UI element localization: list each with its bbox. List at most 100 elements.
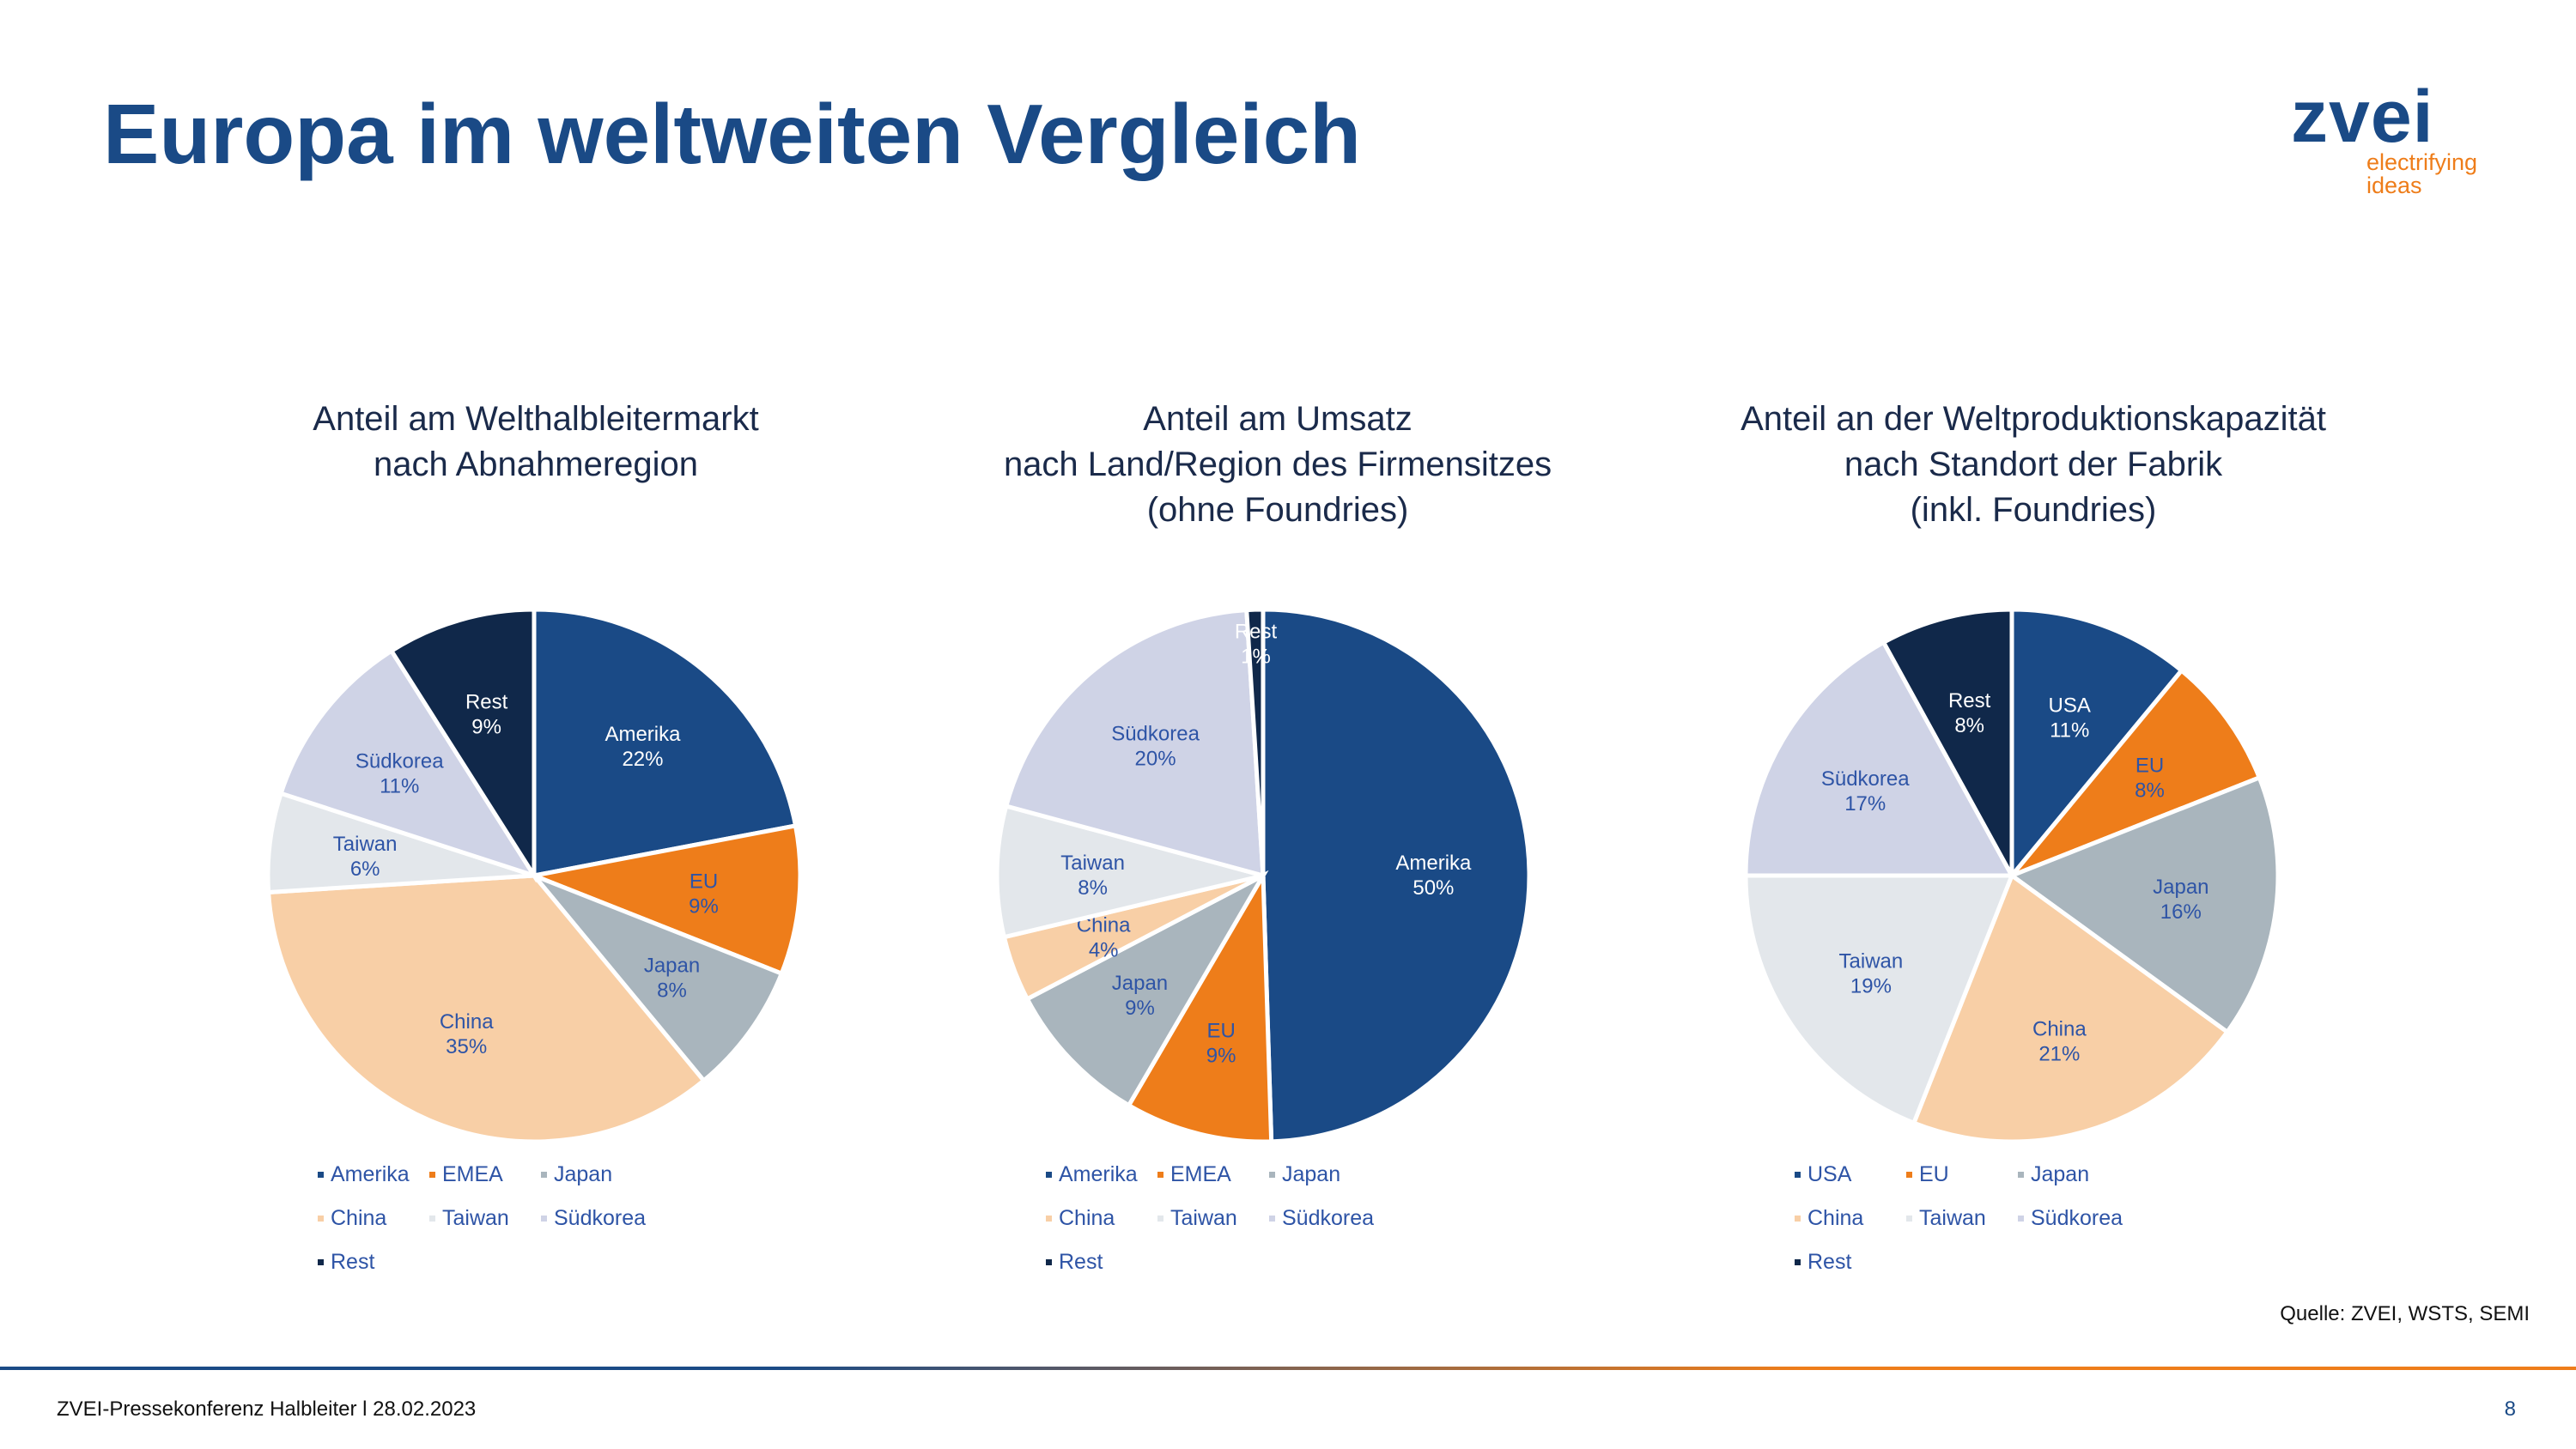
- chart-title-line: nach Land/Region des Firmensitzes: [1003, 446, 1552, 483]
- legend-item: China: [318, 1206, 429, 1231]
- chart-title: Anteil an der Weltproduktionskapazität na…: [1604, 397, 2463, 533]
- legend-item: Rest: [1046, 1250, 1157, 1275]
- chart-legend: Amerika EMEA Japan China Taiwan Südkorea Rest: [318, 1162, 678, 1275]
- legend-marker: [1795, 1172, 1801, 1178]
- footer-divider: [0, 1367, 2576, 1370]
- pie-slice-amerika: [532, 607, 799, 879]
- legend-item: EU: [1906, 1162, 2018, 1187]
- legend-item: Rest: [1795, 1250, 1906, 1275]
- legend-label: EMEA: [442, 1162, 503, 1186]
- chart-title-line: Anteil am Umsatz: [1143, 400, 1413, 438]
- pie-slice-japan: [532, 873, 785, 1084]
- pie-slice-rest: [1880, 607, 2014, 877]
- slice-label: Südkorea 20%: [1111, 722, 1200, 770]
- chart-title-line: Anteil am Welthalbleitermarkt: [313, 400, 759, 438]
- zvei-logo: zvei electrifying ideas: [2291, 76, 2478, 198]
- legend-item: EMEA: [429, 1162, 541, 1187]
- logo-mark: zvei: [2291, 76, 2434, 158]
- chart-title-line: (ohne Foundries): [1146, 491, 1409, 529]
- pie-slice-südkorea: [1743, 639, 2016, 878]
- legend-label: USA: [1807, 1162, 1852, 1186]
- slice-label: China 35%: [440, 1010, 494, 1058]
- legend-item: Taiwan: [1906, 1206, 2018, 1231]
- slice-label: EU 8%: [2135, 754, 2165, 802]
- legend-marker: [1795, 1259, 1801, 1265]
- page-number: 8: [2504, 1397, 2516, 1421]
- legend-label: EMEA: [1170, 1162, 1231, 1186]
- pie-slice-taiwan: [994, 803, 1264, 940]
- legend-marker: [1046, 1259, 1052, 1265]
- pie-slice-südkorea: [1003, 607, 1266, 879]
- legend-marker: [429, 1216, 435, 1222]
- legend-item: Taiwan: [429, 1206, 541, 1231]
- pie-slice-eu: [1126, 868, 1274, 1144]
- legend-label: Amerika: [1059, 1162, 1138, 1186]
- pie-slice-japan: [1024, 870, 1269, 1109]
- legend-marker: [1046, 1216, 1052, 1222]
- legend-item: Japan: [541, 1162, 653, 1187]
- pie-slice-eu: [526, 822, 803, 977]
- pie-chart: Amerika 50% EU 9% Japan 9% China 4% Taiwan 8% Südk…: [994, 607, 1532, 1144]
- pie-slice-rest: [388, 607, 537, 883]
- legend-label: China: [1807, 1206, 1864, 1230]
- legend-item: Japan: [1269, 1162, 1381, 1187]
- legend-label: Südkorea: [1282, 1206, 1375, 1230]
- legend-marker: [1157, 1216, 1163, 1222]
- pie-slice-china: [265, 873, 708, 1144]
- legend-label: Südkorea: [554, 1206, 647, 1230]
- legend-label: Taiwan: [442, 1206, 509, 1230]
- slice-label: Amerika 50%: [1395, 852, 1472, 900]
- slice-label: Rest 8%: [1948, 689, 1991, 737]
- legend-marker: [1906, 1172, 1912, 1178]
- slice-label: Südkorea 11%: [355, 749, 444, 797]
- pie-slice-amerika: [1261, 607, 1532, 1144]
- legend-marker: [2018, 1216, 2024, 1222]
- slice-label: Taiwan 6%: [333, 833, 398, 881]
- logo-tagline-1: electrifying: [2366, 149, 2478, 175]
- legend-marker: [1795, 1216, 1801, 1222]
- pie-slice-taiwan: [1743, 873, 2015, 1126]
- slice-label: Japan 16%: [2153, 876, 2208, 924]
- legend-label: Südkorea: [2031, 1206, 2123, 1230]
- chart-title: Anteil am Welthalbleitermarkt nach Abnahm…: [106, 397, 965, 488]
- legend-label: Japan: [1282, 1162, 1341, 1186]
- legend-item: Südkorea: [541, 1206, 653, 1231]
- slice-label: EU 9%: [1206, 1019, 1236, 1067]
- chart-title-line: nach Abnahmeregion: [373, 446, 699, 483]
- slice-label: EU 9%: [689, 870, 719, 919]
- legend-marker: [1046, 1172, 1052, 1178]
- legend-item: Amerika: [1046, 1162, 1157, 1187]
- legend-marker: [318, 1216, 324, 1222]
- legend-marker: [318, 1172, 324, 1178]
- legend-item: USA: [1795, 1162, 1906, 1187]
- legend-marker: [541, 1216, 547, 1222]
- legend-marker: [1157, 1172, 1163, 1178]
- slice-label: Japan 9%: [1112, 972, 1168, 1020]
- chart-title-line: nach Standort der Fabrik: [1844, 446, 2223, 483]
- slice-label: USA 11%: [2049, 694, 2091, 742]
- legend-marker: [1269, 1216, 1275, 1222]
- slice-label: China 4%: [1077, 913, 1131, 961]
- slice-label: Südkorea 17%: [1821, 767, 1910, 815]
- legend-item: EMEA: [1157, 1162, 1269, 1187]
- legend-label: Taiwan: [1919, 1206, 1986, 1230]
- slice-label: Rest 1%: [1235, 620, 1278, 668]
- legend-marker: [429, 1172, 435, 1178]
- slice-label: Taiwan 19%: [1839, 950, 1904, 998]
- legend-marker: [318, 1259, 324, 1265]
- slice-label: Amerika 22%: [605, 723, 681, 771]
- pie-slice-china: [1911, 872, 2231, 1144]
- chart-title: Anteil am Umsatz nach Land/Region des Fir…: [848, 397, 1707, 533]
- chart-legend: USA EU Japan China Taiwan Südkorea Rest: [1795, 1162, 2155, 1275]
- legend-label: China: [1059, 1206, 1115, 1230]
- chart-title-line: (inkl. Foundries): [1910, 491, 2157, 529]
- legend-item: China: [1046, 1206, 1157, 1231]
- legend-label: Japan: [554, 1162, 613, 1186]
- logo-tagline-2: ideas: [2366, 173, 2422, 198]
- pie-slice-japan: [2007, 774, 2281, 1035]
- legend-label: Rest: [1059, 1250, 1103, 1274]
- chart-title-line: Anteil an der Weltproduktionskapazität: [1741, 400, 2326, 438]
- pie-slice-rest: [1244, 607, 1266, 876]
- legend-label: Rest: [331, 1250, 375, 1274]
